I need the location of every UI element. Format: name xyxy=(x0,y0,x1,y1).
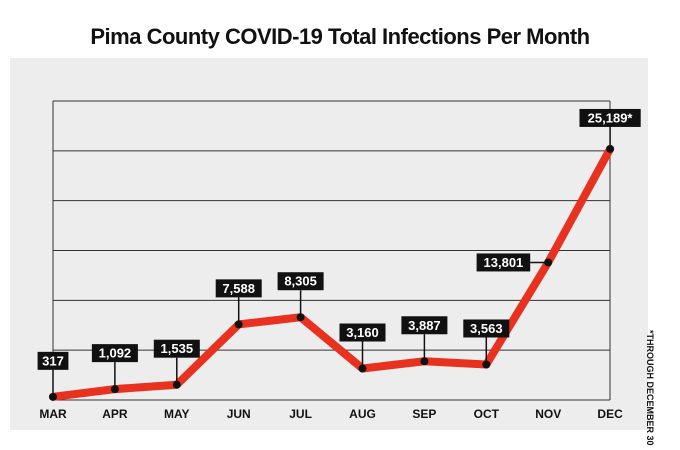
data-points xyxy=(49,144,615,401)
x-axis-ticks: MAR APR MAY JUN JUL AUG SEP OCT NOV DEC xyxy=(39,407,623,421)
data-label-apr: 1,092 xyxy=(91,344,138,390)
x-tick-label: SEP xyxy=(412,407,436,421)
data-label-value: 25,189* xyxy=(588,110,634,125)
series-polyline xyxy=(49,144,615,401)
data-label-jun: 7,588 xyxy=(215,279,262,325)
data-label-box xyxy=(476,253,531,272)
data-label-value: 7,588 xyxy=(222,281,255,296)
data-label-value: 3,160 xyxy=(346,325,379,340)
data-label-mar: 317 xyxy=(37,351,69,397)
series-line xyxy=(49,144,615,401)
data-label-value: 3,563 xyxy=(470,321,503,336)
x-tick-label: JUL xyxy=(289,407,312,421)
x-tick-label: JUN xyxy=(227,407,251,421)
data-label-aug: 3,160 xyxy=(339,323,386,369)
data-label-value: 13,801 xyxy=(484,255,524,270)
x-tick-label: DEC xyxy=(597,407,623,421)
chart-title: Pima County COVID-19 Total Infections Pe… xyxy=(90,24,590,49)
x-tick-label: NOV xyxy=(535,407,561,421)
x-tick-label: MAR xyxy=(39,407,67,421)
data-label-box xyxy=(37,351,69,370)
data-label-box xyxy=(401,316,448,335)
data-label-value: 317 xyxy=(42,353,64,368)
data-label-jul: 8,305 xyxy=(277,272,324,318)
data-label-box xyxy=(215,279,262,298)
data-label-value: 1,535 xyxy=(161,341,194,356)
x-tick-label: APR xyxy=(102,407,128,421)
x-tick-label: OCT xyxy=(474,407,500,421)
grid-lines xyxy=(52,100,611,401)
data-label-box xyxy=(463,319,510,338)
data-label-box xyxy=(579,108,641,127)
data-label-nov: 13,801 xyxy=(476,253,549,272)
data-label-dec: 25,189* xyxy=(579,108,641,149)
data-label-value: 8,305 xyxy=(284,274,317,289)
data-label-oct: 3,563 xyxy=(463,319,510,365)
data-label-value: 1,092 xyxy=(99,346,132,361)
data-label-may: 1,535 xyxy=(153,339,200,385)
data-labels: 317 1,092 1,535 7,588 8,305 3,160 3,887 3,563 13… xyxy=(37,108,641,397)
chart-panel xyxy=(10,58,648,430)
data-label-box xyxy=(277,272,324,291)
x-tick-label: MAY xyxy=(164,407,190,421)
data-label-sep: 3,887 xyxy=(401,316,448,362)
data-label-box xyxy=(153,339,200,358)
data-label-box xyxy=(339,323,386,342)
data-label-value: 3,887 xyxy=(408,318,441,333)
data-label-box xyxy=(91,344,138,363)
x-tick-label: AUG xyxy=(349,407,376,421)
